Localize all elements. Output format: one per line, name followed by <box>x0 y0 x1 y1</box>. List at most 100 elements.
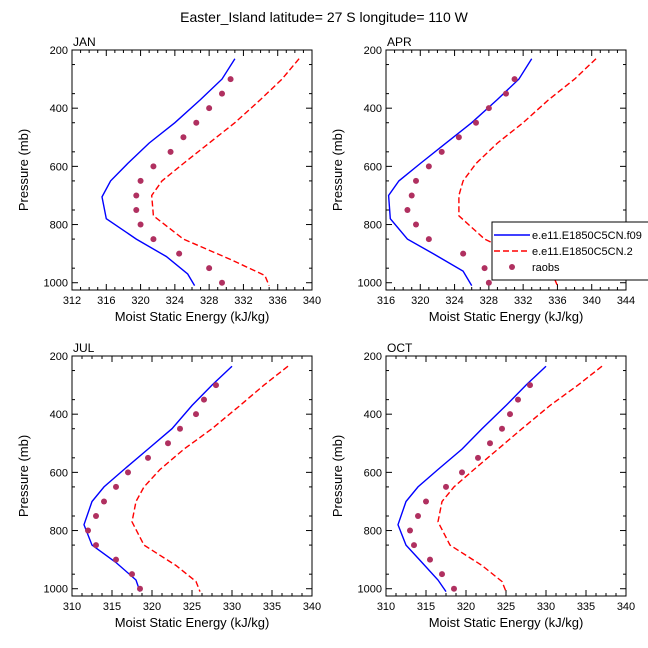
x-tick-label: 340 <box>303 601 321 613</box>
panel-jan: JAN 312 316 320 324 328 332 336 340 200 400 600 800 1… <box>16 35 321 324</box>
x-tick-label: 336 <box>548 295 566 307</box>
x-tick-label: 332 <box>234 295 252 307</box>
raobs-point <box>125 469 131 476</box>
y-tick-label: 400 <box>364 103 382 115</box>
plot-frame <box>71 49 313 291</box>
y-axis-label: Pressure (mb) <box>330 129 345 211</box>
model-line-2 <box>150 58 300 286</box>
raobs-point <box>459 469 465 476</box>
x-tick-label: 340 <box>617 601 635 613</box>
x-tick-label: 320 <box>143 601 161 613</box>
raobs-point <box>101 498 107 505</box>
raobs-point <box>439 571 445 578</box>
panel-title: APR <box>387 35 412 49</box>
raobs-point <box>213 382 219 389</box>
y-tick-label: 200 <box>50 45 68 57</box>
y-tick-label: 1000 <box>358 278 382 290</box>
y-tick-label: 400 <box>364 409 382 421</box>
y-axis-label: Pressure (mb) <box>330 435 345 517</box>
raobs-point <box>515 396 521 403</box>
legend-label: raobs <box>532 262 560 274</box>
x-tick-label: 335 <box>577 601 595 613</box>
raobs-point <box>176 250 183 257</box>
panel-oct: OCT 310 315 320 325 330 335 340 200 400 600 800 1000… <box>330 341 635 630</box>
x-axis-label: Moist Static Energy (kJ/kg) <box>429 615 584 630</box>
raobs-point <box>206 265 213 272</box>
x-tick-label: 332 <box>514 295 532 307</box>
raobs-point <box>460 250 467 257</box>
raobs-point <box>413 177 419 184</box>
x-tick-label: 344 <box>617 295 635 307</box>
legend: e.e11.E1850C5CN.f09 e.e11.E1850C5CN.2 raob… <box>491 221 648 281</box>
legend-marker <box>509 264 515 270</box>
raobs-point <box>511 76 518 83</box>
x-tick-label: 316 <box>377 295 395 307</box>
x-tick-label: 324 <box>445 295 463 307</box>
y-axis-label: Pressure (mb) <box>16 129 31 211</box>
raobs-point <box>481 265 488 272</box>
x-tick-label: 324 <box>166 295 184 307</box>
x-tick-label: 325 <box>183 601 201 613</box>
x-tick-label: 335 <box>263 601 281 613</box>
raobs-point <box>113 556 119 563</box>
model-line-2 <box>131 365 289 592</box>
panel-apr: APR 316 320 324 328 332 336 340 344 200 400 600 800 1… <box>330 35 635 324</box>
x-tick-label: 328 <box>200 295 218 307</box>
raobs-point <box>503 90 509 97</box>
x-axis-label: Moist Static Energy (kJ/kg) <box>115 309 270 324</box>
raobs-point <box>219 279 225 286</box>
raobs-point <box>425 163 432 170</box>
raobs-point <box>129 571 135 578</box>
x-tick-label: 315 <box>103 601 121 613</box>
x-tick-label: 310 <box>63 601 81 613</box>
x-tick-label: 336 <box>269 295 287 307</box>
raobs-point <box>415 513 421 519</box>
y-tick-label: 1000 <box>44 584 68 596</box>
model-line-2 <box>437 365 603 592</box>
raobs-point <box>150 236 157 243</box>
raobs-point <box>145 454 151 461</box>
raobs-point <box>137 177 144 184</box>
raobs-point <box>499 425 505 432</box>
x-axis-label: Moist Static Energy (kJ/kg) <box>429 309 584 324</box>
y-tick-label: 800 <box>364 526 382 538</box>
x-tick-label: 320 <box>411 295 429 307</box>
y-tick-label: 1000 <box>358 584 382 596</box>
data-layer <box>101 58 300 286</box>
y-tick-label: 600 <box>364 467 382 479</box>
model-line-f09 <box>397 365 547 592</box>
raobs-point <box>150 163 157 170</box>
raobs-point <box>438 148 445 155</box>
y-tick-label: 600 <box>364 161 382 173</box>
raobs-point <box>475 454 481 461</box>
raobs-point <box>113 483 119 490</box>
y-tick-label: 800 <box>50 526 68 538</box>
x-tick-label: 340 <box>583 295 601 307</box>
raobs-point <box>443 483 449 490</box>
raobs-point <box>133 192 140 199</box>
x-tick-label: 320 <box>131 295 149 307</box>
x-tick-label: 340 <box>303 295 321 307</box>
y-tick-label: 200 <box>364 351 382 363</box>
raobs-point <box>423 498 429 505</box>
raobs-point <box>451 585 457 592</box>
figure-title: Easter_Island latitude= 27 S longitude= … <box>180 9 468 25</box>
x-tick-label: 312 <box>63 295 81 307</box>
panel-title: JAN <box>73 35 96 49</box>
data-layer <box>83 365 289 592</box>
y-tick-label: 200 <box>364 45 382 57</box>
raobs-point <box>507 411 513 418</box>
raobs-point <box>93 513 99 519</box>
panel-title: OCT <box>387 341 413 355</box>
y-tick-label: 1000 <box>44 278 68 290</box>
raobs-point <box>413 221 419 228</box>
y-tick-label: 400 <box>50 103 68 115</box>
raobs-point <box>180 134 187 141</box>
y-tick-label: 600 <box>50 467 68 479</box>
raobs-point <box>227 76 234 83</box>
model-line-f09 <box>101 58 236 286</box>
plot-frame <box>71 355 313 597</box>
x-tick-label: 310 <box>377 601 395 613</box>
raobs-point <box>219 90 225 97</box>
